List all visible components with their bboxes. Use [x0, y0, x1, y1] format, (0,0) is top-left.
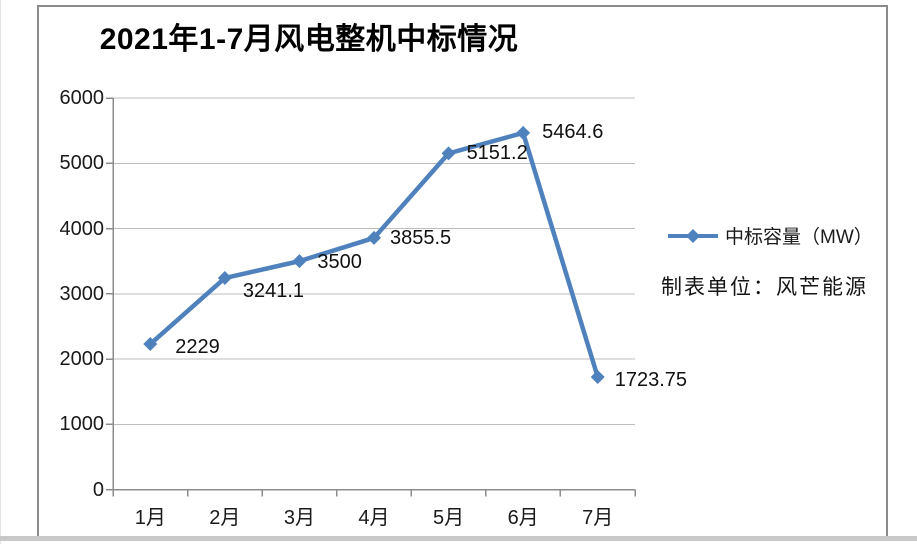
data-point-marker [217, 271, 232, 286]
chart-note: 制表单位：风芒能源 [661, 276, 868, 299]
x-axis-tick-label: 7月 [582, 507, 614, 529]
legend: 中标容量（MW） [666, 222, 873, 249]
data-label: 1723.75 [614, 369, 687, 392]
chart-title: 2021年1-7月风电整机中标情况 [99, 23, 519, 56]
x-axis-tick-label: 2月 [209, 507, 241, 529]
data-point-marker [292, 254, 307, 269]
y-axis-tick-label: 5000 [59, 152, 105, 175]
x-axis-tick-label: 6月 [507, 507, 539, 529]
y-axis-tick-label: 0 [92, 478, 104, 501]
data-point-marker [143, 337, 158, 352]
y-axis-tick-label: 1000 [59, 413, 105, 436]
data-label: 3855.5 [390, 226, 452, 249]
y-axis-tick-label: 6000 [59, 87, 105, 109]
legend-line-marker-icon [668, 228, 718, 243]
legend-series-label: 中标容量（MW） [725, 227, 873, 248]
data-label: 5464.6 [542, 120, 604, 143]
data-label: 5151.2 [466, 142, 528, 165]
bottom-divider [0, 536, 917, 541]
data-label: 3241.1 [242, 280, 305, 303]
data-point-marker [441, 146, 456, 161]
x-axis-tick-label: 4月 [358, 507, 390, 529]
data-label: 3500 [317, 251, 362, 274]
data-label: 2229 [175, 336, 220, 359]
left-edge-divider [0, 0, 1, 544]
chart-frame [37, 5, 888, 536]
x-axis-tick-label: 1月 [134, 507, 166, 529]
x-axis-tick-label: 5月 [433, 507, 465, 529]
y-axis-tick-label: 3000 [59, 282, 105, 305]
data-point-marker [590, 370, 605, 385]
x-axis-tick-label: 3月 [283, 507, 315, 529]
data-point-marker [516, 125, 531, 140]
data-point-marker [367, 230, 381, 245]
y-axis-tick-label: 2000 [59, 348, 105, 370]
y-axis-tick-label: 4000 [59, 217, 105, 240]
